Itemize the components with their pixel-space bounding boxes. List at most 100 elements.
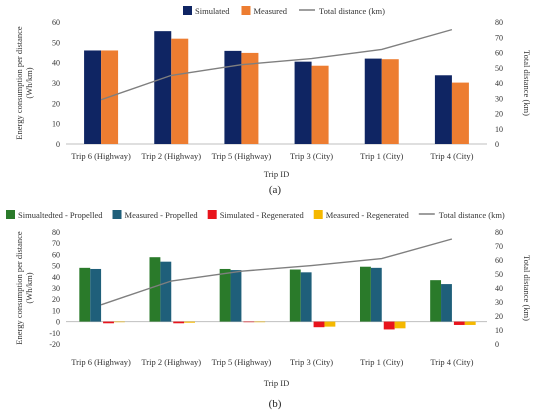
chart-a-bar-s1-c3 bbox=[311, 65, 329, 144]
chart-a-x-axis-title: Trip ID bbox=[264, 169, 289, 179]
chart-b-y-axis-title-line2: (Wh/km) bbox=[24, 272, 34, 303]
chart-a-bar-s1-c2 bbox=[241, 52, 259, 145]
chart-b-bar-s0-c0 bbox=[79, 267, 91, 322]
chart-b-y-tick-label-8: 60 bbox=[52, 250, 60, 259]
chart-b-bar-s3-c1 bbox=[184, 321, 196, 323]
chart-b-line-4 bbox=[100, 238, 453, 306]
chart-panel-b: Simualtedted - Propelled Measured - Prope… bbox=[0, 202, 550, 418]
chart-b-y2-tick-label-7: 70 bbox=[495, 242, 503, 251]
chart-b-x-tick-label-2: Trip 5 (Highway) bbox=[212, 357, 272, 367]
chart-a-bar-s0-c1 bbox=[154, 31, 172, 144]
chart-b-y-tick-label-4: 20 bbox=[52, 295, 60, 304]
chart-b-y-tick-label-10: 80 bbox=[52, 228, 60, 237]
chart-b-y-tick-label-3: 10 bbox=[52, 306, 60, 315]
chart-b-bar-s3-c3 bbox=[324, 321, 336, 327]
chart-a-y-tick-label-5: 50 bbox=[52, 38, 60, 47]
chart-b-x-tick-label-1: Trip 2 (Highway) bbox=[141, 357, 201, 367]
chart-b-bar-s2-c5 bbox=[453, 321, 465, 325]
chart-a-bar-s0-c4 bbox=[364, 58, 382, 144]
chart-a-y2-axis-title: Total distance (km) bbox=[522, 50, 532, 116]
chart-a-y-tick-label-2: 20 bbox=[52, 99, 60, 108]
chart-b-y2-tick-label-8: 80 bbox=[495, 228, 503, 237]
chart-a-x-tick-label-3: Trip 3 (City) bbox=[290, 151, 333, 161]
chart-b-bar-s0-c4 bbox=[359, 266, 371, 322]
chart-a-line-2 bbox=[100, 28, 453, 101]
chart-b-bar-s0-c2 bbox=[219, 268, 231, 322]
chart-a-x-tick-label-5: Trip 4 (City) bbox=[430, 151, 473, 161]
chart-a-x-tick-label-0: Trip 6 (Highway) bbox=[71, 151, 131, 161]
chart-b-y2-tick-label-0: 0 bbox=[495, 340, 499, 349]
chart-a-y-tick-label-4: 40 bbox=[52, 59, 60, 68]
chart-a-bar-s0-c2 bbox=[224, 50, 242, 144]
chart-a-y-tick-label-0: 0 bbox=[56, 140, 60, 149]
chart-b-bar-s1-c3 bbox=[300, 272, 312, 322]
chart-b-bar-s3-c2 bbox=[254, 321, 266, 323]
chart-b-legend-label-0: Simualtedted - Propelled bbox=[18, 210, 103, 220]
chart-b-bar-s0-c1 bbox=[149, 257, 161, 322]
panel-label-a: (a) bbox=[268, 184, 282, 196]
chart-b-bar-s3-c4 bbox=[394, 321, 406, 329]
chart-b-x-tick-label-0: Trip 6 (Highway) bbox=[71, 357, 131, 367]
chart-b-legend-swatch-1 bbox=[112, 210, 122, 219]
chart-b-bar-s2-c1 bbox=[173, 321, 185, 324]
chart-a-y2-tick-label-1: 10 bbox=[495, 125, 503, 134]
chart-a-x-tick-label-4: Trip 1 (City) bbox=[360, 151, 403, 161]
chart-a-y2-tick-label-0: 0 bbox=[495, 140, 499, 149]
chart-b-bar-s2-c2 bbox=[243, 321, 255, 323]
chart-a-x-tick-label-2: Trip 5 (Highway) bbox=[212, 151, 272, 161]
chart-b-y-tick-label-2: 0 bbox=[56, 318, 60, 327]
chart-a-y2-tick-label-8: 80 bbox=[495, 18, 503, 27]
chart-a-legend-swatch-1 bbox=[241, 6, 251, 15]
chart-a-legend-swatch-0 bbox=[183, 6, 192, 15]
chart-b-svg: Simualtedted - Propelled Measured - Prope… bbox=[6, 210, 532, 388]
chart-a-y2-tick-label-3: 30 bbox=[495, 94, 503, 103]
chart-b-y2-tick-label-6: 60 bbox=[495, 256, 503, 265]
chart-b-bar-s0-c5 bbox=[430, 280, 442, 322]
chart-b-bar-s2-c0 bbox=[103, 321, 114, 324]
chart-b-y2-tick-label-1: 10 bbox=[495, 326, 503, 335]
chart-b-legend-label-4: Total distance (km) bbox=[439, 210, 505, 220]
chart-b-y-tick-label-6: 40 bbox=[52, 273, 60, 282]
chart-b-bar-s1-c0 bbox=[90, 268, 102, 322]
chart-b-y-tick-label-7: 50 bbox=[52, 262, 60, 271]
chart-a-legend-label-0: Simulated bbox=[195, 6, 230, 16]
chart-b-bar-s3-c5 bbox=[464, 321, 476, 325]
chart-a-bar-s1-c4 bbox=[381, 59, 399, 144]
chart-b-bar-s3-c0 bbox=[113, 321, 125, 323]
chart-b-bar-s1-c1 bbox=[160, 261, 172, 322]
chart-b-bar-s2-c3 bbox=[313, 321, 325, 328]
chart-b-bar-s0-c3 bbox=[289, 269, 301, 322]
chart-b-y2-tick-label-5: 50 bbox=[495, 270, 503, 279]
chart-b-y2-tick-label-3: 30 bbox=[495, 298, 503, 307]
chart-a-bar-s0-c5 bbox=[434, 75, 452, 144]
chart-b-x-axis-title: Trip ID bbox=[264, 378, 289, 388]
chart-b-y-tick-label-5: 30 bbox=[52, 284, 60, 293]
chart-a-y-tick-label-6: 60 bbox=[52, 18, 60, 27]
chart-a-y-tick-label-3: 30 bbox=[52, 79, 60, 88]
chart-a-y2-tick-label-2: 20 bbox=[495, 110, 503, 119]
chart-a-svg: Simulated Measured Total distance (km) 0 10 2… bbox=[14, 6, 532, 179]
chart-a-y-axis-title-line2: (Wh/km) bbox=[24, 67, 34, 98]
chart-a-bar-s0-c0 bbox=[84, 50, 102, 144]
chart-a-bar-s1-c5 bbox=[451, 82, 469, 144]
chart-a-x-tick-label-1: Trip 2 (Highway) bbox=[141, 151, 201, 161]
chart-panel-a: Simulated Measured Total distance (km) 0 10 2… bbox=[0, 0, 550, 203]
chart-b-y2-tick-label-4: 40 bbox=[495, 284, 503, 293]
chart-b-bar-s1-c4 bbox=[370, 267, 382, 322]
chart-b-x-tick-label-3: Trip 3 (City) bbox=[290, 357, 333, 367]
chart-a-y2-tick-label-6: 60 bbox=[495, 49, 503, 58]
chart-b-legend-label-2: Simulated - Regenerated bbox=[220, 210, 305, 220]
panel-label-b: (b) bbox=[268, 398, 282, 410]
chart-b-y-tick-label-1: -10 bbox=[49, 329, 60, 338]
chart-b-y-tick-label-9: 70 bbox=[52, 239, 60, 248]
chart-a-y2-tick-label-4: 40 bbox=[495, 79, 503, 88]
chart-b-y2-tick-label-2: 20 bbox=[495, 312, 503, 321]
chart-b-bar-s2-c4 bbox=[383, 321, 395, 330]
chart-b-x-tick-label-4: Trip 1 (City) bbox=[360, 357, 403, 367]
chart-a-y-tick-label-1: 10 bbox=[52, 120, 60, 129]
chart-b-legend-label-3: Measured - Regenerated bbox=[326, 210, 410, 220]
chart-a-legend-label-1: Measured bbox=[253, 6, 287, 16]
chart-b-y-tick-label-0: -20 bbox=[49, 340, 60, 349]
chart-a-legend-label-2: Total distance (km) bbox=[319, 6, 385, 16]
chart-b-legend-swatch-2 bbox=[207, 210, 217, 219]
